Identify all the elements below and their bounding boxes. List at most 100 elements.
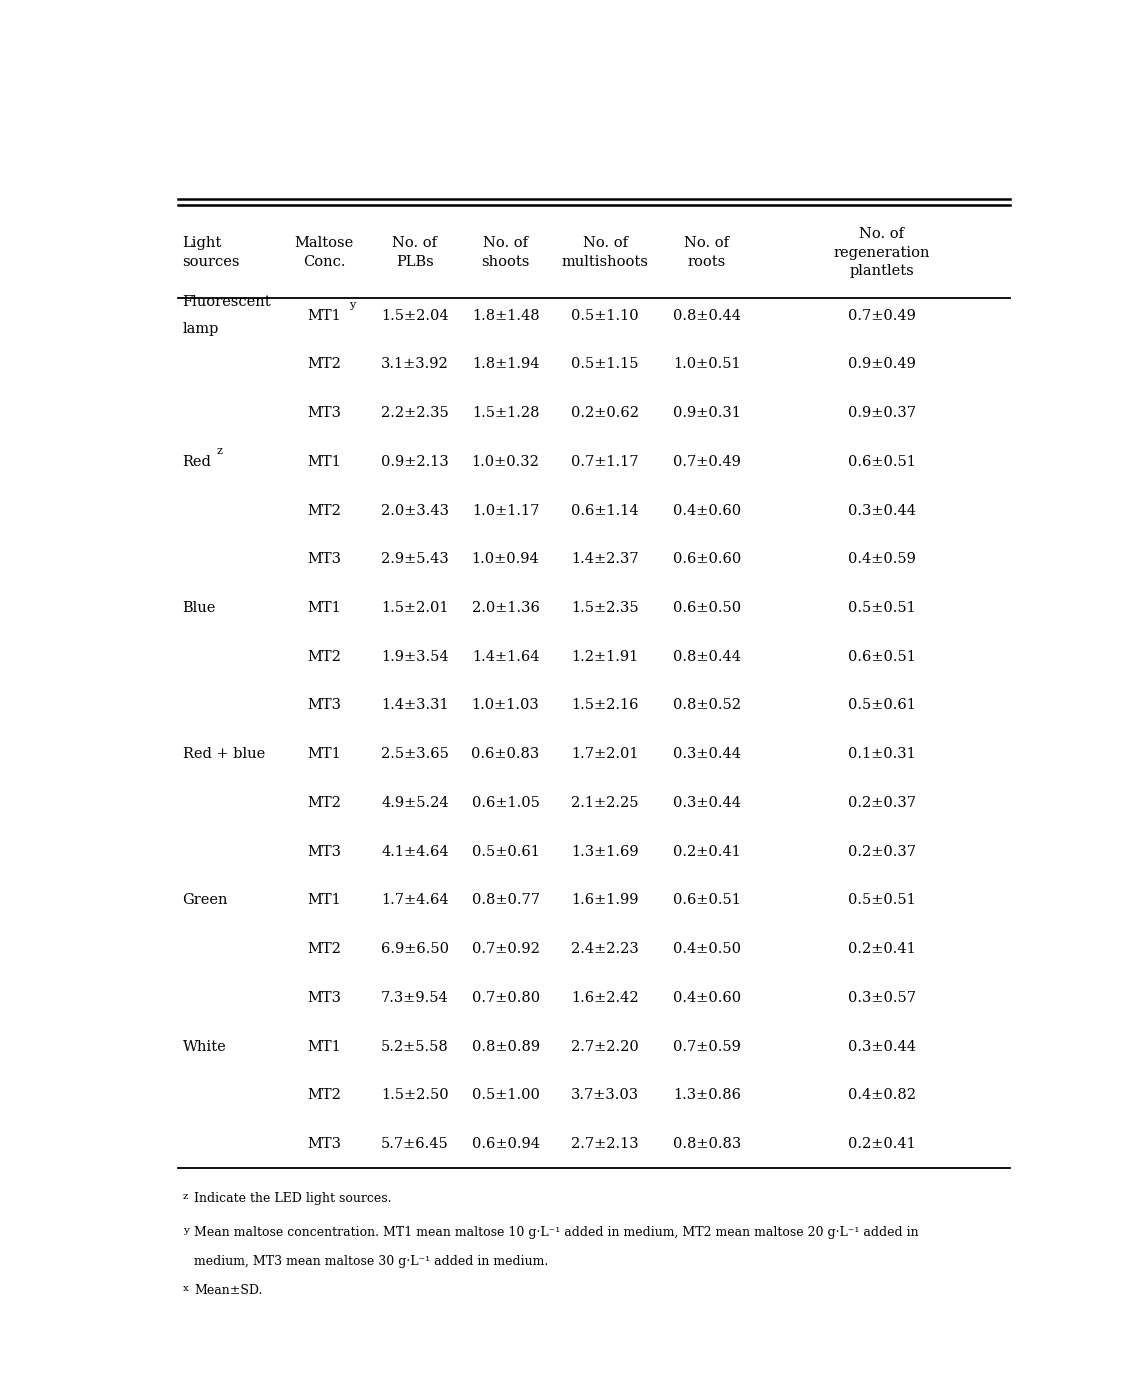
Text: 0.3±0.44: 0.3±0.44 bbox=[847, 504, 916, 517]
Text: 0.9±0.31: 0.9±0.31 bbox=[673, 406, 741, 420]
Text: 0.3±0.44: 0.3±0.44 bbox=[673, 795, 741, 810]
Text: MT2: MT2 bbox=[307, 358, 341, 372]
Text: 0.9±0.49: 0.9±0.49 bbox=[847, 358, 916, 372]
Text: Light
sources: Light sources bbox=[183, 237, 240, 268]
Text: 0.8±0.44: 0.8±0.44 bbox=[673, 649, 741, 663]
Text: 0.5±0.51: 0.5±0.51 bbox=[847, 601, 916, 615]
Text: 0.5±1.00: 0.5±1.00 bbox=[472, 1088, 539, 1102]
Text: 0.4±0.59: 0.4±0.59 bbox=[847, 552, 916, 567]
Text: 4.9±5.24: 4.9±5.24 bbox=[381, 795, 449, 810]
Text: MT1: MT1 bbox=[307, 308, 341, 322]
Text: 0.4±0.82: 0.4±0.82 bbox=[847, 1088, 916, 1102]
Text: No. of
multishoots: No. of multishoots bbox=[562, 237, 649, 268]
Text: 4.1±4.64: 4.1±4.64 bbox=[381, 845, 449, 859]
Text: MT3: MT3 bbox=[307, 406, 341, 420]
Text: 0.2±0.37: 0.2±0.37 bbox=[847, 795, 916, 810]
Text: MT2: MT2 bbox=[307, 1088, 341, 1102]
Text: 0.3±0.57: 0.3±0.57 bbox=[847, 991, 916, 1004]
Text: 0.8±0.89: 0.8±0.89 bbox=[472, 1040, 540, 1054]
Text: 1.5±2.01: 1.5±2.01 bbox=[381, 601, 449, 615]
Text: 0.8±0.83: 0.8±0.83 bbox=[673, 1137, 741, 1152]
Text: 0.2±0.37: 0.2±0.37 bbox=[847, 845, 916, 859]
Text: 2.9±5.43: 2.9±5.43 bbox=[381, 552, 449, 567]
Text: 6.9±6.50: 6.9±6.50 bbox=[381, 943, 449, 956]
Text: 0.7±0.59: 0.7±0.59 bbox=[673, 1040, 741, 1054]
Text: 1.5±1.28: 1.5±1.28 bbox=[472, 406, 539, 420]
Text: MT3: MT3 bbox=[307, 699, 341, 713]
Text: MT2: MT2 bbox=[307, 943, 341, 956]
Text: 1.6±1.99: 1.6±1.99 bbox=[571, 893, 638, 907]
Text: 0.9±2.13: 0.9±2.13 bbox=[381, 455, 449, 469]
Text: 1.6±2.42: 1.6±2.42 bbox=[571, 991, 640, 1004]
Text: 2.7±2.13: 2.7±2.13 bbox=[571, 1137, 640, 1152]
Text: MT3: MT3 bbox=[307, 845, 341, 859]
Text: 1.5±2.35: 1.5±2.35 bbox=[571, 601, 640, 615]
Text: Indicate the LED light sources.: Indicate the LED light sources. bbox=[194, 1192, 392, 1205]
Text: 0.6±1.14: 0.6±1.14 bbox=[571, 504, 640, 517]
Text: 0.6±0.94: 0.6±0.94 bbox=[472, 1137, 540, 1152]
Text: Maltose
Conc.: Maltose Conc. bbox=[295, 237, 354, 268]
Text: No. of
regeneration
plantlets: No. of regeneration plantlets bbox=[834, 227, 930, 278]
Text: 2.0±1.36: 2.0±1.36 bbox=[472, 601, 539, 615]
Text: x: x bbox=[183, 1284, 188, 1293]
Text: Blue: Blue bbox=[183, 601, 216, 615]
Text: Mean maltose concentration. MT1 mean maltose 10 g·L⁻¹ added in medium, MT2 mean : Mean maltose concentration. MT1 mean mal… bbox=[194, 1226, 918, 1238]
Text: 0.7±0.80: 0.7±0.80 bbox=[472, 991, 540, 1004]
Text: MT2: MT2 bbox=[307, 504, 341, 517]
Text: No. of
roots: No. of roots bbox=[684, 237, 730, 268]
Text: MT2: MT2 bbox=[307, 795, 341, 810]
Text: 1.0±0.94: 1.0±0.94 bbox=[472, 552, 539, 567]
Text: No. of
shoots: No. of shoots bbox=[482, 237, 530, 268]
Text: 0.7±1.17: 0.7±1.17 bbox=[571, 455, 638, 469]
Text: 1.9±3.54: 1.9±3.54 bbox=[381, 649, 449, 663]
Text: 3.1±3.92: 3.1±3.92 bbox=[381, 358, 449, 372]
Text: 0.5±1.15: 0.5±1.15 bbox=[571, 358, 638, 372]
Text: Green: Green bbox=[183, 893, 228, 907]
Text: 2.7±2.20: 2.7±2.20 bbox=[571, 1040, 640, 1054]
Text: 0.6±0.50: 0.6±0.50 bbox=[673, 601, 741, 615]
Text: 0.2±0.41: 0.2±0.41 bbox=[847, 1137, 916, 1152]
Text: 0.6±0.51: 0.6±0.51 bbox=[847, 649, 916, 663]
Text: 1.4±2.37: 1.4±2.37 bbox=[571, 552, 640, 567]
Text: MT1: MT1 bbox=[307, 601, 341, 615]
Text: 1.4±3.31: 1.4±3.31 bbox=[381, 699, 449, 713]
Text: 1.7±2.01: 1.7±2.01 bbox=[571, 747, 638, 761]
Text: z: z bbox=[183, 1192, 188, 1201]
Text: 1.0±0.51: 1.0±0.51 bbox=[673, 358, 741, 372]
Text: 1.2±1.91: 1.2±1.91 bbox=[571, 649, 638, 663]
Text: 1.5±2.16: 1.5±2.16 bbox=[571, 699, 638, 713]
Text: 0.1±0.31: 0.1±0.31 bbox=[847, 747, 916, 761]
Text: z: z bbox=[216, 446, 222, 457]
Text: 5.7±6.45: 5.7±6.45 bbox=[381, 1137, 449, 1152]
Text: 2.2±2.35: 2.2±2.35 bbox=[381, 406, 449, 420]
Text: 3.7±3.03: 3.7±3.03 bbox=[571, 1088, 640, 1102]
Text: 1.0±1.17: 1.0±1.17 bbox=[472, 504, 539, 517]
Text: 0.6±1.05: 0.6±1.05 bbox=[472, 795, 539, 810]
Text: 1.8±1.48: 1.8±1.48 bbox=[472, 308, 539, 322]
Text: MT3: MT3 bbox=[307, 552, 341, 567]
Text: 1.4±1.64: 1.4±1.64 bbox=[472, 649, 539, 663]
Text: Red: Red bbox=[183, 455, 211, 469]
Text: Red + blue: Red + blue bbox=[183, 747, 265, 761]
Text: 1.3±0.86: 1.3±0.86 bbox=[673, 1088, 741, 1102]
Text: 0.8±0.77: 0.8±0.77 bbox=[472, 893, 540, 907]
Text: 7.3±9.54: 7.3±9.54 bbox=[381, 991, 449, 1004]
Text: 0.6±0.60: 0.6±0.60 bbox=[673, 552, 741, 567]
Text: 0.9±0.37: 0.9±0.37 bbox=[847, 406, 916, 420]
Text: 0.8±0.44: 0.8±0.44 bbox=[673, 308, 741, 322]
Text: 1.8±1.94: 1.8±1.94 bbox=[472, 358, 539, 372]
Text: 2.0±3.43: 2.0±3.43 bbox=[381, 504, 449, 517]
Text: MT1: MT1 bbox=[307, 1040, 341, 1054]
Text: 0.2±0.41: 0.2±0.41 bbox=[847, 943, 916, 956]
Text: MT1: MT1 bbox=[307, 747, 341, 761]
Text: medium, MT3 mean maltose 30 g·L⁻¹ added in medium.: medium, MT3 mean maltose 30 g·L⁻¹ added … bbox=[194, 1255, 548, 1269]
Text: MT1: MT1 bbox=[307, 893, 341, 907]
Text: 5.2±5.58: 5.2±5.58 bbox=[381, 1040, 449, 1054]
Text: MT3: MT3 bbox=[307, 991, 341, 1004]
Text: 0.7±0.49: 0.7±0.49 bbox=[847, 308, 916, 322]
Text: y: y bbox=[349, 300, 355, 310]
Text: 0.5±1.10: 0.5±1.10 bbox=[571, 308, 640, 322]
Text: MT3: MT3 bbox=[307, 1137, 341, 1152]
Text: 2.1±2.25: 2.1±2.25 bbox=[571, 795, 638, 810]
Text: lamp: lamp bbox=[183, 322, 219, 336]
